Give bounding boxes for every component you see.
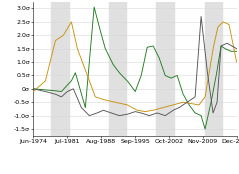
Bar [51,2,69,136]
Bar [156,2,174,136]
Bar [109,2,126,136]
Bar [205,2,222,136]
